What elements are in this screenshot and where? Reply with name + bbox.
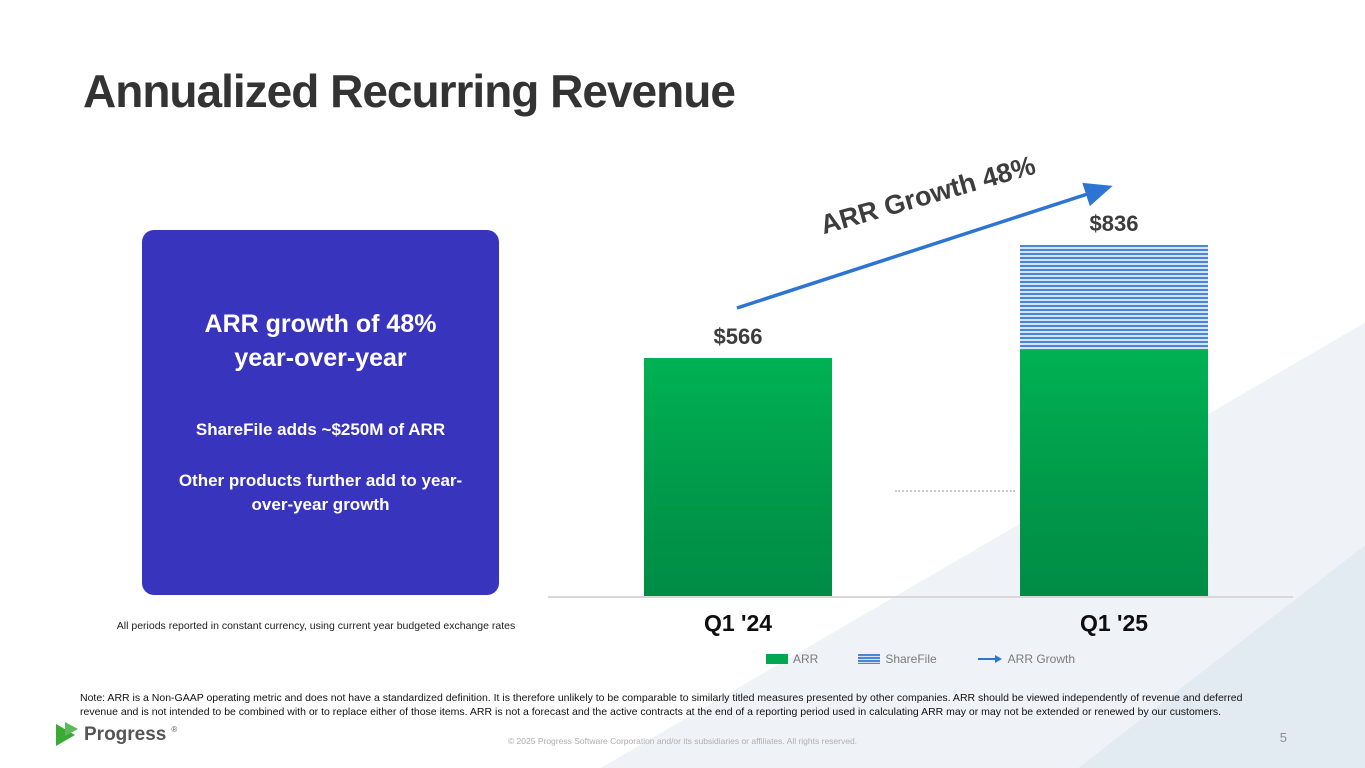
callout-headline-line1: ARR growth of 48% — [204, 310, 437, 339]
legend-item-arr-growth: ARR Growth — [977, 652, 1075, 666]
progress-logo-text: Progress — [84, 724, 167, 745]
progress-logo-icon — [56, 722, 78, 746]
plot-area: $566 $836 — [548, 160, 1293, 598]
bar-q1-25: $836 — [1020, 211, 1208, 596]
category-label-q1-24: Q1 '24 — [703, 610, 773, 636]
slide-title: Annualized Recurring Revenue — [83, 65, 736, 117]
arr-segment-q1-24 — [644, 358, 832, 596]
chart-legend: ARR ShareFile ARR Growth — [548, 652, 1293, 666]
growth-arrow — [736, 182, 1113, 310]
arr-bar-chart: ARR Growth 48% $566 $836 Q1 '24 Q1 '25 A… — [548, 150, 1293, 680]
callout-headline: ARR growth of 48% year-over-year — [205, 308, 437, 376]
callout-card: ARR growth of 48% year-over-year ShareFi… — [142, 230, 499, 595]
legend-label-sharefile: ShareFile — [885, 652, 937, 666]
arr-swatch-icon — [765, 654, 788, 664]
non-gaap-note: Note: ARR is a Non-GAAP operating metric… — [80, 692, 1243, 718]
callout-headline-line2: year-over-year — [234, 343, 407, 372]
page-number: 5 — [1279, 730, 1287, 745]
callout-point-other-products: Other products further add to year-over-… — [178, 471, 463, 515]
currency-footnote: All periods reported in constant currenc… — [116, 620, 516, 632]
legend-item-arr: ARR — [765, 652, 819, 666]
copyright-text: © 2025 Progress Software Corporation and… — [507, 736, 858, 746]
legend-item-sharefile: ShareFile — [858, 652, 937, 666]
arrow-swatch-icon — [977, 655, 1002, 663]
bar-q1-24: $566 — [644, 324, 832, 596]
bar-value-label-q1-24: $566 — [713, 324, 763, 350]
registered-mark: ® — [171, 725, 178, 734]
arr-segment-q1-25 — [1020, 349, 1208, 596]
dotted-gridline — [895, 490, 1015, 492]
bar-value-label-q1-25: $836 — [1089, 210, 1139, 236]
progress-logo: Progress ® — [55, 722, 177, 748]
category-label-q1-25: Q1 '25 — [1079, 610, 1149, 636]
sharefile-segment-q1-25 — [1020, 244, 1208, 350]
legend-label-arr-growth: ARR Growth — [1007, 652, 1076, 666]
callout-point-sharefile: ShareFile adds ~$250M of ARR — [195, 419, 446, 439]
legend-label-arr: ARR — [792, 652, 819, 666]
sharefile-swatch-icon — [858, 654, 881, 664]
